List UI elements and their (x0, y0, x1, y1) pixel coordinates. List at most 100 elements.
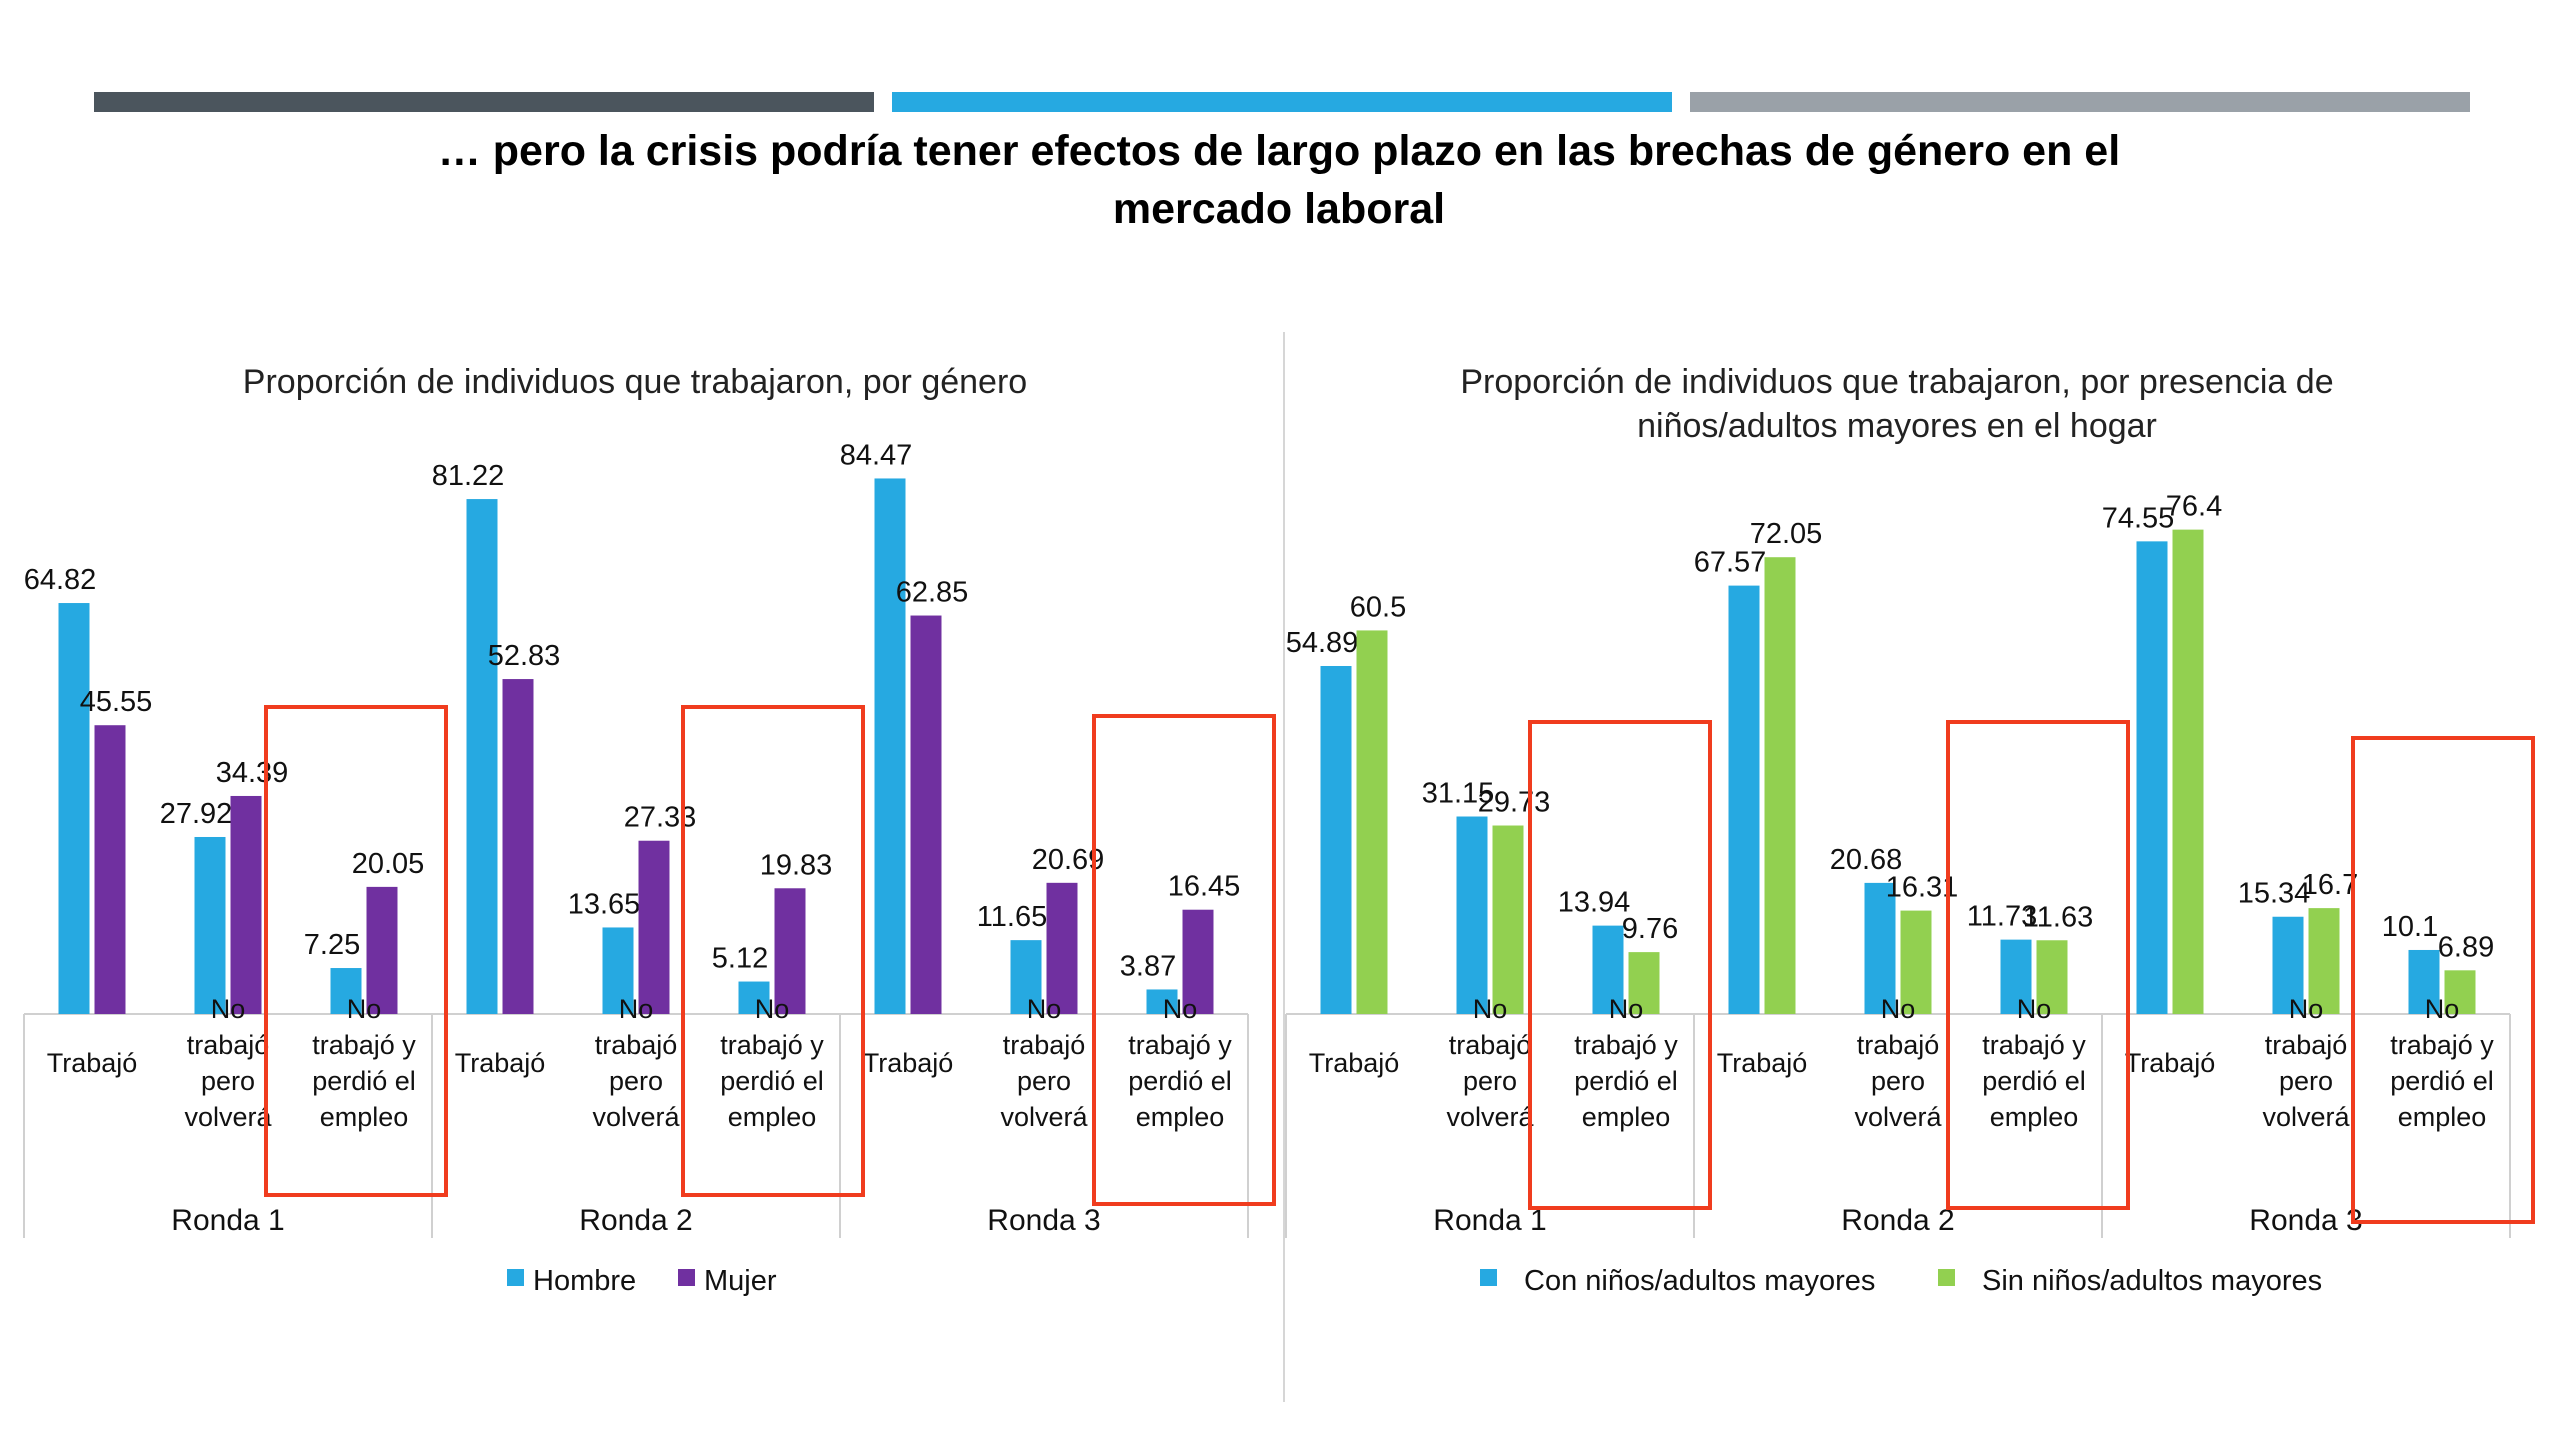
category-label-line: volverá (1446, 1102, 1534, 1132)
legend-swatch (678, 1269, 695, 1286)
data-label: 10.1 (2382, 911, 2438, 943)
legend-label: Mujer (704, 1265, 777, 1297)
category-label-line: empleo (1582, 1102, 1671, 1132)
category-label-line: perdió el (720, 1066, 824, 1096)
chart-title-line: Proporción de individuos que trabajaron,… (1460, 363, 2333, 401)
category-label: No trabajó y perdió el empleo (2390, 994, 2494, 1132)
legend-swatch (1480, 1269, 1497, 1286)
category-label-line: Trabajó (1309, 1048, 1400, 1078)
data-label: 52.83 (488, 640, 561, 672)
category-label-line: trabajó (1449, 1030, 1532, 1060)
chart-divider (1283, 332, 1285, 1402)
category-label-line: pero (201, 1066, 255, 1096)
slide-title: … pero la crisis podría tener efectos de… (0, 122, 2558, 238)
category-label-line: volverá (184, 1102, 272, 1132)
category-label-line: No (1027, 994, 1062, 1024)
data-label: 45.55 (80, 686, 153, 718)
category-label-line: No (755, 994, 790, 1024)
category-label-line: No (1163, 994, 1198, 1024)
group-label: Ronda 2 (579, 1204, 692, 1237)
data-label: 5.12 (712, 943, 768, 975)
data-label: 34.39 (216, 757, 289, 789)
category-label: No trabajó pero volverá (1446, 994, 1534, 1132)
group-label: Ronda 1 (171, 1204, 284, 1237)
bar-0-6 (874, 478, 906, 1014)
bar-0-0 (58, 603, 90, 1014)
category-label-line: No (2017, 994, 2052, 1024)
household-chart: Proporción de individuos que trabajaron,… (1285, 363, 2535, 1297)
category-label: No trabajó pero volverá (1854, 994, 1942, 1132)
data-label: 19.83 (760, 849, 833, 881)
category-label-line: No (1473, 994, 1508, 1024)
header-bar-blue (892, 92, 1672, 112)
data-label: 67.57 (1694, 547, 1767, 579)
group-label: Ronda 3 (2249, 1204, 2362, 1237)
data-label: 76.4 (2166, 491, 2222, 523)
data-label: 3.87 (1120, 950, 1176, 982)
data-label: 6.89 (2438, 931, 2494, 963)
category-label: Trabajó (1309, 1048, 1400, 1078)
category-label-line: pero (1871, 1066, 1925, 1096)
category-label-line: perdió el (1128, 1066, 1232, 1096)
data-label: 7.25 (304, 929, 360, 961)
data-label: 16.45 (1168, 871, 1241, 903)
data-label: 31.15 (1422, 778, 1495, 810)
bar-1-3 (502, 679, 534, 1014)
data-label: 81.22 (432, 460, 505, 492)
category-label: Trabajó (863, 1048, 954, 1078)
category-label-line: Trabajó (863, 1048, 954, 1078)
data-label: 15.34 (2238, 878, 2311, 910)
data-label: 11.63 (2023, 901, 2093, 933)
category-label: No trabajó y perdió el empleo (1982, 994, 2086, 1132)
bar-1-0 (94, 725, 126, 1014)
category-label-line: pero (2279, 1066, 2333, 1096)
slide-title-line-1: … pero la crisis podría tener efectos de… (437, 127, 2121, 175)
data-label: 13.65 (568, 888, 641, 920)
category-label-line: trabajó y (2390, 1030, 2494, 1060)
highlight-box (1528, 720, 1712, 1210)
category-label-line: trabajó y (1574, 1030, 1678, 1060)
gender-chart: Proporción de individuos que trabajaron,… (23, 363, 1276, 1297)
bar-0-5 (2000, 939, 2032, 1014)
bar-0-7 (1010, 940, 1042, 1014)
data-label: 64.82 (24, 564, 97, 596)
highlight-box (264, 705, 448, 1197)
legend-label: Sin niños/adultos mayores (1982, 1265, 2322, 1297)
category-label-line: Trabajó (1717, 1048, 1808, 1078)
bar-1-1 (1492, 825, 1524, 1014)
bar-0-8 (1146, 989, 1178, 1014)
category-label-line: Trabajó (2125, 1048, 2216, 1078)
highlight-box (1946, 720, 2130, 1210)
bar-0-2 (1592, 925, 1624, 1014)
highlight-box (2351, 736, 2535, 1224)
category-label-line: trabajó y (720, 1030, 824, 1060)
bar-1-5 (2036, 940, 2068, 1014)
category-label: No trabajó pero volverá (184, 994, 272, 1132)
category-label-line: perdió el (312, 1066, 416, 1096)
category-label-line: volverá (592, 1102, 680, 1132)
bar-1-0 (1356, 630, 1388, 1014)
category-label-line: empleo (728, 1102, 817, 1132)
data-label: 11.73 (1967, 901, 2037, 933)
category-label: No trabajó pero volverá (2262, 994, 2350, 1132)
highlight-box (1092, 714, 1276, 1206)
category-label: No trabajó pero volverá (1000, 994, 1088, 1132)
data-label: 27.33 (624, 802, 697, 834)
data-label: 9.76 (1622, 913, 1678, 945)
bar-1-4 (638, 840, 670, 1014)
bar-0-8 (2408, 949, 2440, 1014)
bar-1-8 (1182, 909, 1214, 1014)
category-label-line: No (211, 994, 246, 1024)
category-label-line: No (1881, 994, 1916, 1024)
category-label-line: trabajó y (1982, 1030, 2086, 1060)
category-label-line: perdió el (1982, 1066, 2086, 1096)
group-label: Ronda 3 (987, 1204, 1100, 1237)
category-label-line: empleo (1990, 1102, 2079, 1132)
bar-1-7 (2308, 908, 2340, 1014)
data-label: 62.85 (896, 577, 969, 609)
slide-title-line-2: mercado laboral (1112, 185, 1446, 233)
data-label: 72.05 (1750, 518, 1823, 550)
category-label: Trabajó (47, 1048, 138, 1078)
category-label-line: No (347, 994, 382, 1024)
bar-0-6 (2136, 541, 2168, 1014)
